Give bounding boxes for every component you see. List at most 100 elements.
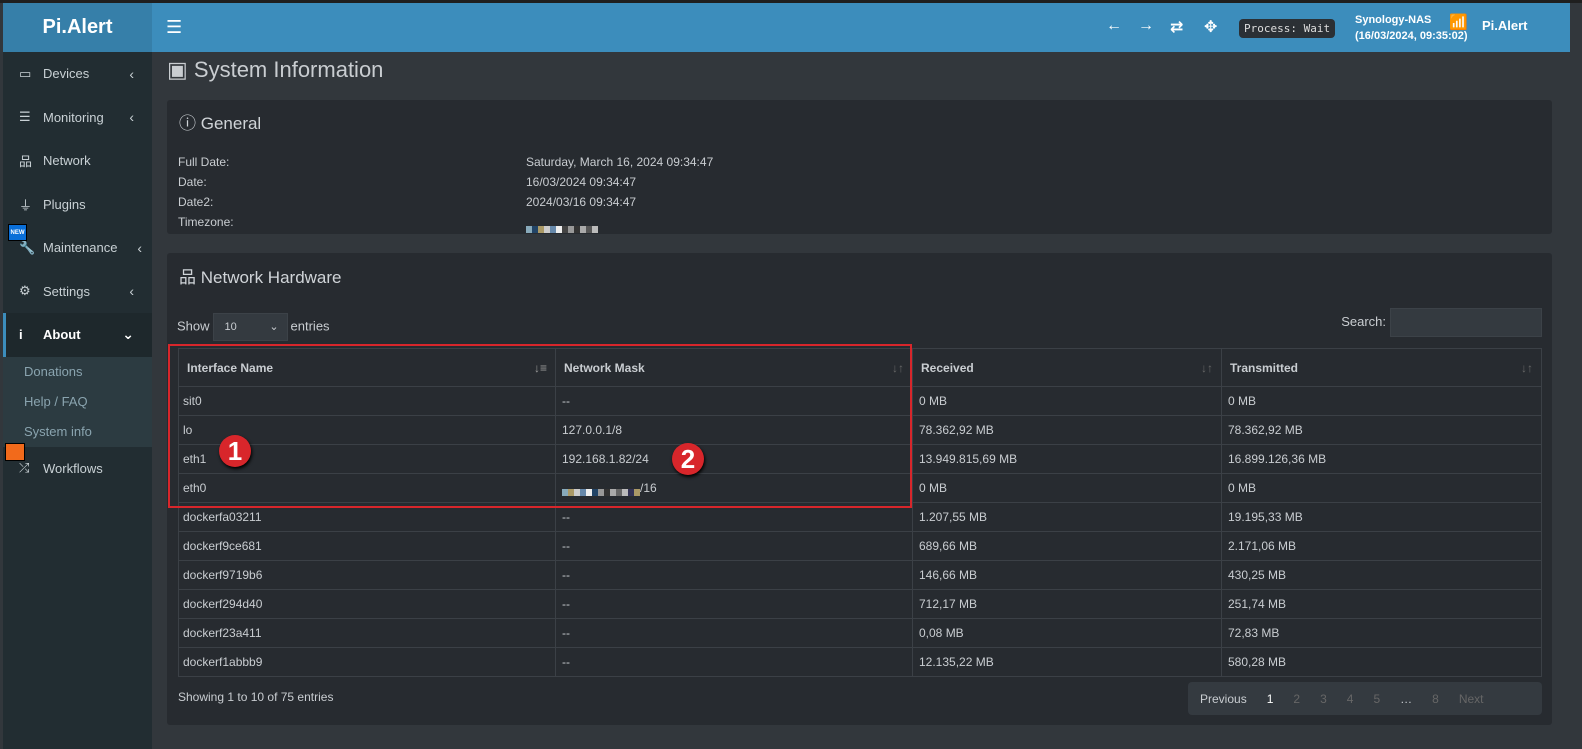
page-3[interactable]: 3 (1320, 691, 1327, 706)
network-hardware-panel: 品 Network Hardware Show 10 ⌄ entries Search… (167, 253, 1552, 725)
col-interface-name[interactable]: Interface Name ↓≡ (178, 348, 556, 387)
table-row: dockerf9719b6 -- 146,66 MB 430,25 MB (178, 560, 1542, 590)
refresh-icon[interactable]: ⇄ (1170, 19, 1184, 36)
sidebar-item-label: About (43, 327, 81, 343)
page-4[interactable]: 4 (1346, 691, 1354, 706)
table-cell: 127.0.0.1/8 (555, 415, 913, 445)
submenu-help-faq[interactable]: Help / FAQ (24, 393, 88, 409)
table-row: eth0/16 0 MB 0 MB (178, 473, 1542, 503)
cell-text: eth1 (183, 452, 207, 466)
table-cell: -- (555, 618, 913, 648)
cell-text: 430,25 MB (1228, 568, 1287, 582)
sidebar-item-network[interactable]: 品 Network (3, 139, 152, 183)
sort-icon: ↓↑ (892, 360, 904, 375)
table-cell: 78.362,92 MB (1221, 415, 1542, 445)
cell-text: 0,08 MB (919, 626, 964, 640)
table-row: dockerf1abbb9 -- 12.135,22 MB 580,28 MB (178, 647, 1542, 677)
chevron-left-icon: ‹ (129, 283, 134, 300)
host-info: Synology-NAS (16/03/2024, 09:35:02) (1355, 12, 1468, 44)
col-network-mask[interactable]: Network Mask ↓↑ (555, 348, 913, 387)
cell-text: 251,74 MB (1228, 597, 1287, 611)
chevron-down-icon: ⌄ (122, 326, 134, 343)
sidebar-item-monitoring[interactable]: ☰ Monitoring ‹ (3, 96, 152, 140)
table-cell: 0 MB (1221, 386, 1542, 416)
page-1[interactable]: 1 (1266, 691, 1274, 706)
table-cell: -- (555, 647, 913, 677)
brand-label[interactable]: Pi.Alert (1482, 18, 1528, 33)
chart-icon: ☰ (19, 109, 31, 125)
forward-arrow-icon[interactable]: → (1138, 17, 1154, 34)
page-title: ▣ System Information (167, 57, 383, 83)
router-icon: 📶 (1449, 14, 1468, 31)
table-cell: -- (555, 386, 913, 416)
label-date: Date: (178, 175, 207, 189)
table-cell: 251,74 MB (1221, 589, 1542, 619)
cell-text: 78.362,92 MB (1228, 423, 1303, 437)
table-cell: dockerf9ce681 (178, 531, 556, 561)
table-cell: 12.135,22 MB (912, 647, 1222, 677)
cell-text: 712,17 MB (919, 597, 978, 611)
sitemap-icon: 品 (179, 268, 201, 287)
submenu-system-info[interactable]: System info (24, 423, 92, 439)
sitemap-icon: 品 (19, 154, 33, 170)
col-transmitted[interactable]: Transmitted ↓↑ (1221, 348, 1542, 387)
menu-toggle-icon[interactable]: ☰ (166, 17, 183, 37)
entries-select[interactable]: 10 ⌄ (212, 313, 288, 341)
safety-vest-icon (5, 443, 25, 461)
cell-text: 19.195,33 MB (1228, 510, 1303, 524)
value-full-date: Saturday, March 16, 2024 09:34:47 (526, 155, 714, 169)
table-row: dockerf9ce681 -- 689,66 MB 2.171,06 MB (178, 531, 1542, 561)
host-name: Synology-NAS (1355, 14, 1432, 26)
plug-icon: ⏚ (19, 197, 33, 213)
general-labels: Full Date: Date: Date2: Timezone: (178, 152, 234, 232)
table-cell: 580,28 MB (1221, 647, 1542, 677)
page-8[interactable]: 8 (1432, 691, 1439, 706)
sidebar-item-devices[interactable]: ▭ Devices ‹ (3, 52, 152, 96)
process-status: Process: Wait (1239, 19, 1336, 38)
logo[interactable]: Pi.Alert (3, 3, 152, 52)
submenu-donations[interactable]: Donations (24, 363, 83, 379)
annotation-marker-2: 2 (672, 443, 704, 475)
cell-text: dockerf9719b6 (183, 568, 263, 582)
sidebar: ▭ Devices ‹ ☰ Monitoring ‹ 品 Network ⏚ Plugins… (3, 52, 152, 749)
sidebar-item-workflows[interactable]: ⤮ Workflows (3, 447, 152, 491)
cell-text: 146,66 MB (919, 568, 978, 582)
sidebar-item-about[interactable]: i About ⌄ (3, 313, 152, 357)
table-cell: -- (555, 589, 913, 619)
cell-text: -- (562, 655, 570, 669)
page-2[interactable]: 2 (1293, 691, 1301, 706)
sidebar-item-settings[interactable]: ⚙ Settings ‹ (3, 270, 152, 314)
laptop-icon: ▭ (19, 65, 32, 81)
sidebar-item-plugins[interactable]: ⏚ Plugins (3, 183, 152, 227)
cell-text: 580,28 MB (1228, 655, 1287, 669)
search-input[interactable] (1390, 308, 1542, 337)
cell-text: eth0 (183, 481, 207, 495)
cell-text: lo (183, 423, 193, 437)
previous-button[interactable]: Previous (1200, 691, 1247, 706)
move-icon[interactable]: ✥ (1204, 19, 1218, 36)
general-title-text: General (200, 114, 262, 133)
info-circle-icon: ⓘ (179, 114, 201, 133)
next-button[interactable]: Next (1458, 691, 1484, 706)
table-cell: 430,25 MB (1221, 560, 1542, 590)
cell-text: /16 (640, 481, 657, 495)
table-row: eth1 192.168.1.82/24 13.949.815,69 MB 16.89… (178, 444, 1542, 474)
page-5[interactable]: 5 (1373, 691, 1381, 706)
sidebar-item-maintenance[interactable]: 🔧 Maintenance ‹ (3, 226, 152, 270)
sidebar-item-label: Monitoring (43, 109, 104, 125)
table-cell: 72,83 MB (1221, 618, 1542, 648)
col-received[interactable]: Received ↓↑ (912, 348, 1222, 387)
cell-text: -- (562, 626, 570, 640)
network-title-text: Network Hardware (200, 268, 342, 287)
table-cell: 689,66 MB (912, 531, 1222, 561)
cell-text: -- (562, 539, 570, 553)
back-arrow-icon[interactable]: ← (1106, 17, 1122, 34)
table-cell: -- (555, 560, 913, 590)
cell-text: 0 MB (1228, 481, 1257, 495)
table-cell: 0 MB (912, 473, 1222, 503)
cell-text: sit0 (183, 394, 202, 408)
search-label: Search: (1341, 313, 1386, 329)
table-cell: 0 MB (912, 386, 1222, 416)
cell-text: -- (562, 568, 570, 582)
chip-icon: ▣ (167, 57, 194, 82)
